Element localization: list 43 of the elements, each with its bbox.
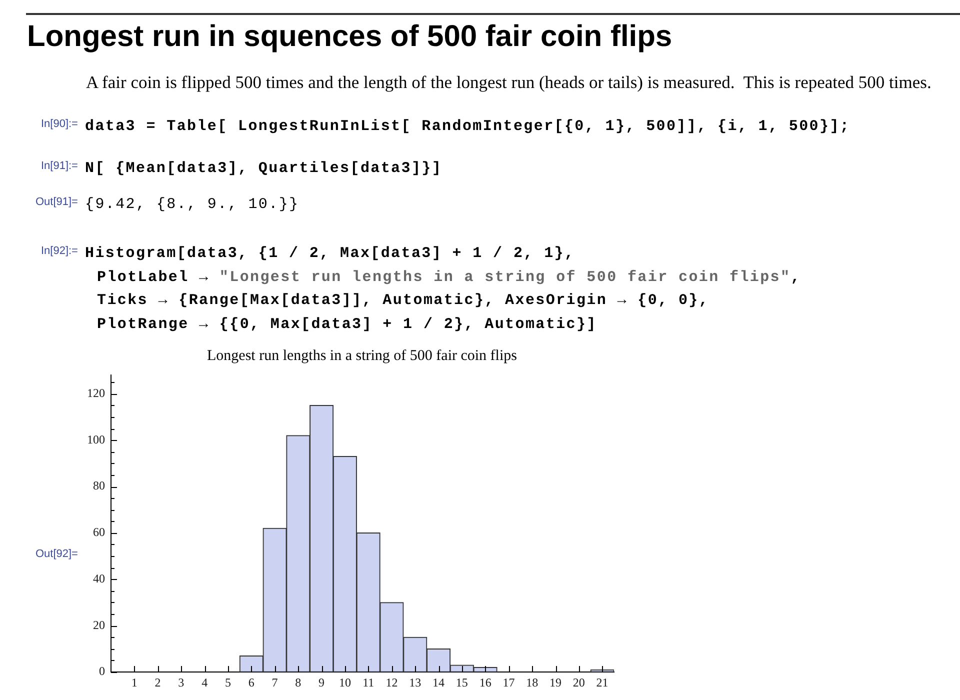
x-tick-label: 5 bbox=[224, 675, 231, 690]
text: In[90]:= bbox=[40, 118, 78, 132]
x-tick-label: 8 bbox=[295, 675, 302, 690]
x-tick-label: 7 bbox=[272, 675, 278, 690]
chart-title: Longest run in squences of 500 fair coin flips bbox=[27, 20, 672, 55]
x-tick-label: 1 bbox=[131, 675, 138, 690]
y-tick-label: 0 bbox=[99, 664, 105, 678]
chart-subtitle: A fair coin is flipped 500 times and the length of the longest run (heads or tails) is measured. This is repeated 500 times. bbox=[86, 72, 932, 94]
text: Out[92]= bbox=[34, 548, 78, 562]
x-tick-label: 19 bbox=[550, 675, 562, 690]
x-tick-label: 4 bbox=[202, 675, 208, 690]
x-tick-label: 10 bbox=[338, 675, 351, 690]
y-tick-label: 20 bbox=[93, 618, 105, 632]
x-tick-label: 9 bbox=[318, 675, 325, 690]
text: PlotLabel → "Longest run lengths in a string of 500 fair coin flips", bbox=[97, 269, 801, 286]
text: In[91]:= bbox=[40, 160, 78, 174]
x-tick-label: 21 bbox=[596, 675, 608, 690]
x-tick-label: 12 bbox=[386, 675, 398, 690]
x-tick-label: 18 bbox=[526, 675, 538, 690]
text: Ticks → {Range[Max[data3]], Automatic}, AxesOrigin → {0, 0}, bbox=[97, 292, 710, 309]
text: In[92]:= bbox=[40, 245, 78, 259]
text: N[ {Mean[data3], Quartiles[data3]}] bbox=[85, 160, 442, 177]
y-tick-label: 80 bbox=[93, 478, 105, 493]
x-tick-label: 11 bbox=[362, 675, 374, 690]
text: {9.42, {8., 9., 10.}} bbox=[85, 196, 300, 215]
x-tick-label: 16 bbox=[479, 675, 492, 690]
text: Longest run lengths in a string of 500 fair coin flips bbox=[207, 348, 517, 366]
x-tick-label: 14 bbox=[432, 675, 445, 690]
y-tick-label: 40 bbox=[93, 571, 105, 586]
x-tick-label: 15 bbox=[456, 675, 468, 690]
text: data3 = Table[ LongestRunInList[ RandomInteger[{0, 1}, 500]], {i, 1, 500}]; bbox=[85, 118, 850, 135]
y-tick-label: 120 bbox=[87, 386, 105, 400]
x-tick-label: 20 bbox=[572, 675, 585, 690]
y-tick-label: 100 bbox=[87, 432, 105, 446]
x-tick-label: 13 bbox=[409, 675, 422, 690]
x-tick-label: 6 bbox=[248, 675, 254, 690]
x-tick-label: 3 bbox=[178, 675, 184, 690]
x-tick-label: 17 bbox=[502, 675, 515, 690]
x-tick-label: 2 bbox=[154, 675, 161, 690]
text: Histogram[data3, {1 / 2, Max[data3] + 1 / 2, 1}, bbox=[85, 245, 575, 262]
y-tick-label: 60 bbox=[93, 525, 105, 540]
text: PlotRange → {{0, Max[data3] + 1 / 2}, Automatic}] bbox=[97, 316, 597, 333]
text: Out[91]= bbox=[34, 196, 78, 210]
